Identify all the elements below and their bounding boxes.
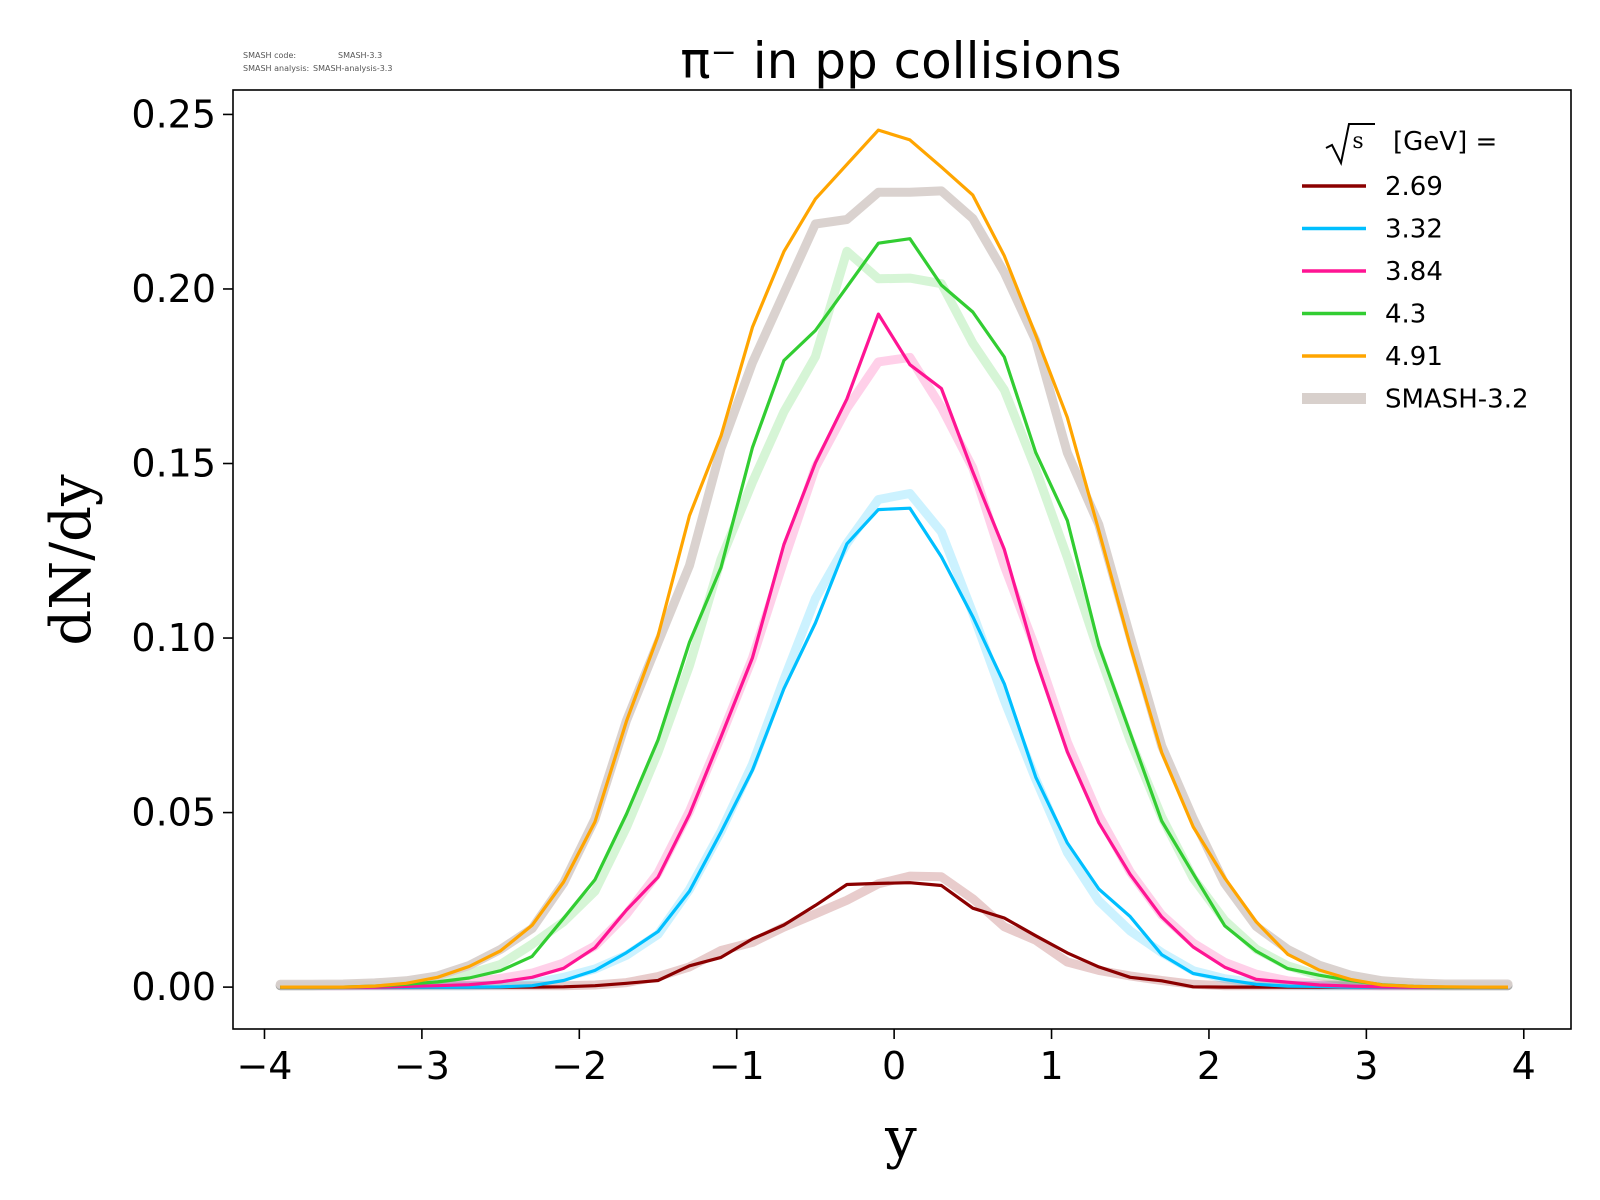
x-axis-label: y xyxy=(884,1106,917,1171)
x-tick-label: −3 xyxy=(394,1044,450,1088)
meta-analysis-label: SMASH analysis: xyxy=(243,64,309,73)
x-tick-label: −4 xyxy=(236,1044,292,1088)
x-tick-label: 3 xyxy=(1354,1044,1378,1088)
meta-code-value: SMASH-3.3 xyxy=(338,51,382,60)
series-line-4.91 xyxy=(280,128,1508,989)
legend-label-4.3: 4.3 xyxy=(1385,300,1426,330)
legend-label-SMASH-3.2: SMASH-3.2 xyxy=(1385,385,1529,415)
y-axis-label: dN/dy xyxy=(39,474,104,646)
legend-entries: 2.69 3.32 3.84 4.3 4.91 SMASH-3.2 xyxy=(1302,172,1529,415)
x-axis: −4 −3 −2 −1 0 1 2 3 4 xyxy=(236,1029,1536,1088)
y-tick-label: 0.20 xyxy=(131,267,216,311)
meta-analysis-value: SMASH-analysis-3.3 xyxy=(313,64,392,73)
y-tick-label: 0.10 xyxy=(131,616,216,660)
plot-frame xyxy=(232,89,1572,1030)
x-tick-label: 4 xyxy=(1512,1044,1536,1088)
x-tick-label: 2 xyxy=(1197,1044,1221,1088)
x-tick-label: 0 xyxy=(882,1044,906,1088)
series-line-4.3 xyxy=(280,237,1508,989)
metadata: SMASH code: SMASH-3.3 SMASH analysis: SM… xyxy=(243,51,392,73)
x-tick-label: −2 xyxy=(551,1044,607,1088)
legend-title: s [GeV] = xyxy=(1325,123,1497,167)
sqrt-symbol-icon xyxy=(1325,123,1375,167)
legend-title-text: [GeV] = xyxy=(1393,127,1497,157)
series-line-3.32 xyxy=(280,506,1508,989)
series-layer xyxy=(280,128,1508,989)
legend-label-2.69: 2.69 xyxy=(1385,172,1443,202)
meta-code-label: SMASH code: xyxy=(243,51,296,60)
x-tick-label: 1 xyxy=(1039,1044,1063,1088)
legend-label-4.91: 4.91 xyxy=(1385,342,1443,372)
legend: s [GeV] = 2.69 3.32 3.84 4.3 4.91 SMASH-3.2 xyxy=(1302,123,1529,415)
series-line-3.84 xyxy=(280,312,1508,989)
y-axis: 0.00 0.05 0.10 0.15 0.20 0.25 xyxy=(131,92,233,1009)
y-tick-label: 0.25 xyxy=(131,92,216,136)
y-tick-label: 0.05 xyxy=(131,791,216,835)
y-tick-label: 0.15 xyxy=(131,442,216,486)
x-tick-label: −1 xyxy=(709,1044,765,1088)
legend-title-symbol: s xyxy=(1352,129,1363,154)
chart-title: π⁻ in pp collisions xyxy=(680,32,1121,90)
legend-label-3.84: 3.84 xyxy=(1385,257,1443,287)
legend-label-3.32: 3.32 xyxy=(1385,215,1443,245)
y-tick-label: 0.00 xyxy=(131,965,216,1009)
